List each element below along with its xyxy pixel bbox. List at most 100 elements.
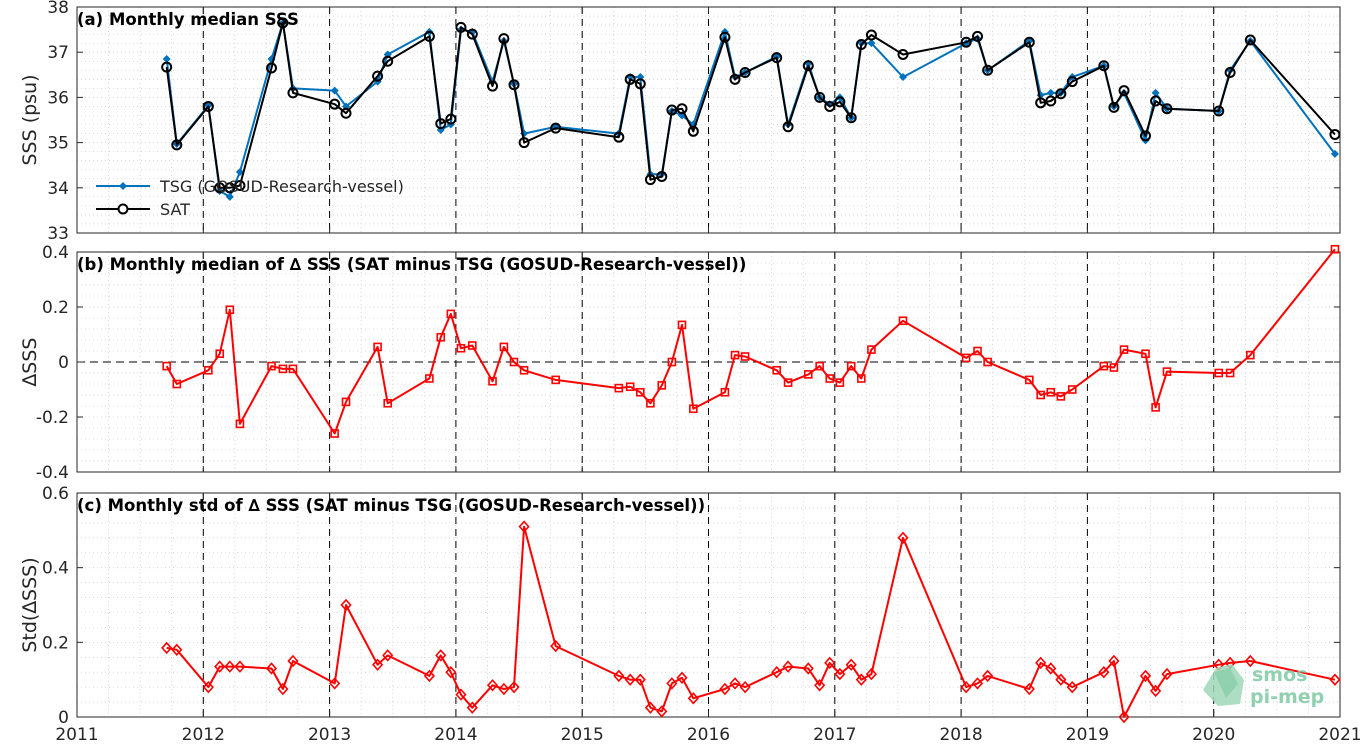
data-point-circle: [1035, 97, 1047, 109]
data-point-diamond: [1108, 654, 1120, 668]
data-point-circle: [687, 125, 699, 137]
data-point-circle: [508, 79, 520, 91]
data-point-diamond: [1055, 673, 1067, 686]
data-point-square: [772, 365, 782, 375]
data-point-square: [657, 381, 667, 390]
data-point-diamond: [1035, 656, 1047, 670]
legend-sat-label: SAT: [160, 200, 190, 219]
data-point-square: [383, 398, 392, 408]
data-point-square: [1141, 349, 1150, 359]
data-point-circle: [729, 73, 741, 85]
data-point-diamond: [508, 680, 520, 694]
series-line-0: [166, 525, 1336, 718]
y-tick-label: 35: [47, 134, 69, 154]
x-tick-label: 2016: [687, 725, 730, 745]
data-point-circle: [1023, 36, 1035, 48]
logo-text-line1: smos: [1252, 664, 1307, 686]
data-point-dot: [867, 39, 876, 48]
data-point-square: [509, 357, 519, 367]
data-point-diamond: [666, 677, 678, 690]
data-point-diamond: [224, 660, 236, 673]
data-point-diamond: [855, 673, 867, 686]
data-point-diamond: [1244, 654, 1256, 668]
data-point-dot: [162, 54, 171, 63]
data-point-square: [1109, 363, 1119, 372]
data-point-circle: [613, 131, 625, 143]
data-point-square: [1056, 392, 1066, 401]
data-point-circle: [1118, 85, 1130, 97]
data-point-diamond: [455, 688, 467, 701]
data-point-diamond: [435, 649, 447, 662]
data-point-diamond: [340, 598, 352, 612]
data-point-diamond: [466, 701, 478, 714]
data-point-circle: [372, 70, 384, 82]
data-point-square: [278, 364, 288, 374]
data-point-diamond: [161, 641, 173, 655]
panel-a-ylabel: SSS (psu): [19, 74, 41, 165]
data-point-circle: [834, 96, 846, 108]
data-point-circle: [423, 30, 435, 42]
data-point-square: [867, 345, 876, 354]
data-point-diamond: [845, 658, 857, 671]
data-point-circle: [518, 137, 530, 149]
data-point-square: [446, 309, 456, 319]
data-point-diamond: [865, 667, 878, 681]
data-point-diamond: [771, 666, 783, 679]
panel-a-title: (a) Monthly median SSS: [77, 10, 299, 29]
data-point-diamond: [960, 680, 972, 694]
series-line-1: [165, 21, 1336, 189]
data-point-square: [667, 357, 677, 367]
data-point-circle: [161, 61, 173, 73]
data-point-square: [973, 346, 982, 356]
data-point-circle: [287, 87, 299, 99]
y-tick-label: 0.2: [42, 298, 69, 318]
data-point-circle: [972, 30, 984, 42]
data-point-circle: [340, 107, 352, 119]
data-point-circle: [624, 73, 636, 85]
logo-shape-inner-icon: [1214, 668, 1238, 698]
panel-b-title: (b) Monthly median of ∆ SSS (SAT minus T…: [77, 255, 746, 274]
data-point-diamond: [1066, 680, 1078, 694]
data-point-square: [267, 361, 276, 371]
data-point-square: [614, 383, 624, 393]
data-point-circle: [1098, 60, 1110, 72]
legend-tsg-marker: [119, 182, 127, 190]
y-tick-label: 33: [47, 224, 69, 244]
data-point-diamond: [782, 660, 794, 673]
data-point-diamond: [234, 660, 246, 673]
data-point-diamond: [214, 660, 226, 673]
data-point-square: [730, 350, 740, 360]
data-point-square: [857, 374, 866, 383]
y-tick-label: 34: [47, 179, 69, 199]
y-tick-label: 0: [58, 353, 69, 373]
data-point-square: [1246, 350, 1255, 360]
data-point-square: [341, 397, 351, 407]
x-tick-label: 2018: [939, 725, 982, 745]
data-point-circle: [739, 67, 751, 79]
data-point-square: [1099, 361, 1109, 371]
data-point-diamond: [1045, 662, 1057, 675]
data-point-square: [803, 370, 813, 379]
data-point-diamond: [287, 654, 299, 668]
y-tick-label: 0.4: [42, 559, 69, 579]
data-point-circle: [814, 91, 826, 103]
data-point-circle: [824, 100, 836, 112]
data-point-dot: [330, 86, 339, 95]
panel-c-title: (c) Monthly std of ∆ SSS (SAT minus TSG …: [77, 496, 705, 515]
data-point-diamond: [1118, 710, 1130, 724]
data-point-diamond: [1139, 669, 1152, 683]
series-line-0: [165, 248, 1336, 435]
panel-c-std-delta-sss: 0 0.2 0.4 0.6 2011 2012 2013 2014 2015 2016 2017 20…: [42, 484, 1362, 745]
data-point-dot: [1151, 88, 1160, 97]
data-point-diamond: [897, 531, 909, 544]
data-point-circle: [466, 28, 478, 40]
data-point-diamond: [739, 680, 751, 694]
data-point-square: [1214, 368, 1224, 378]
data-point-diamond: [814, 679, 826, 692]
data-point-circle: [865, 29, 877, 41]
data-point-circle: [277, 17, 289, 29]
data-point-circle: [435, 118, 447, 130]
y-tick-label: 0.2: [42, 633, 69, 653]
panel-a-monthly-median-sss: 33 34 35 36 37 38: [47, 0, 1341, 244]
data-point-circle: [1139, 130, 1151, 142]
